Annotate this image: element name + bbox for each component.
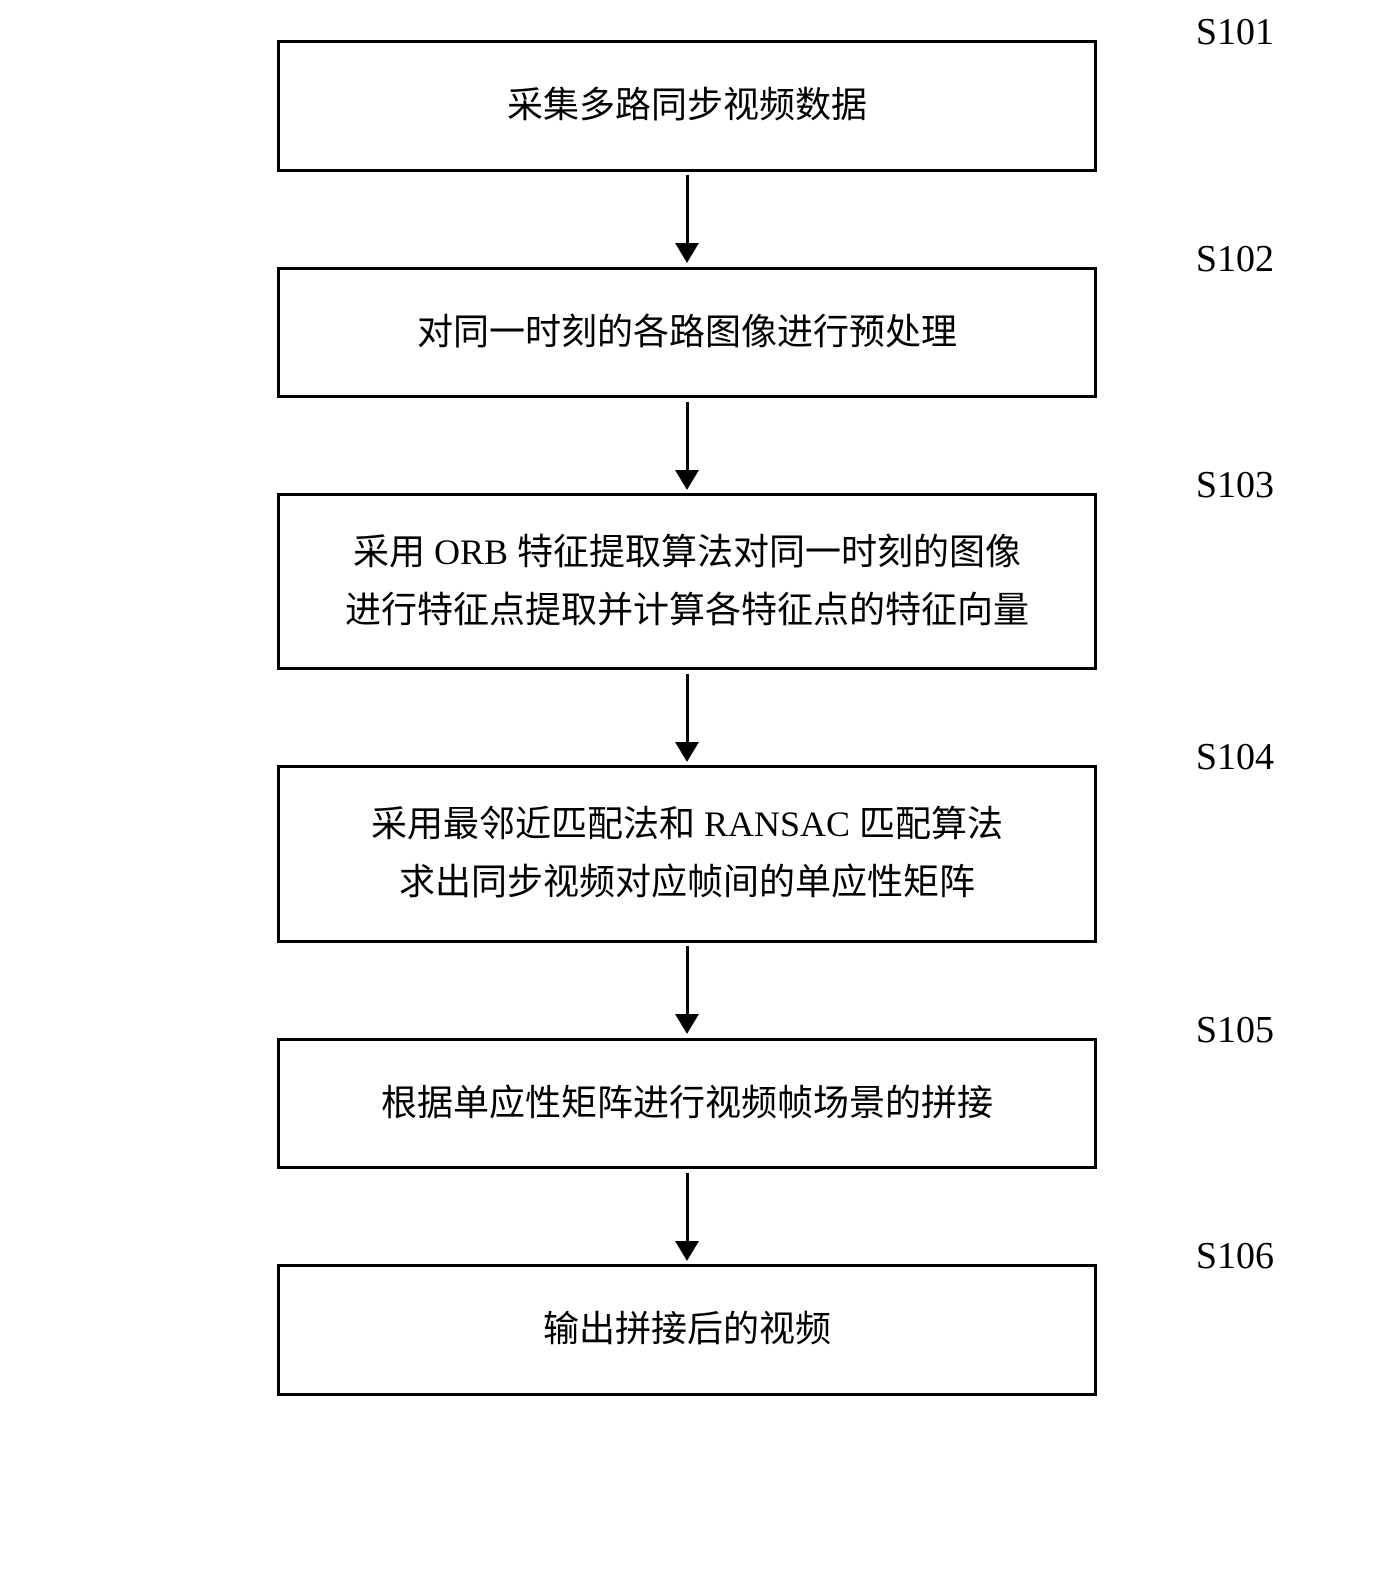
step-label-5: S105 [1196,1008,1274,1052]
step-box-6: 输出拼接后的视频 [277,1264,1097,1396]
step-text-1: 采集多路同步视频数据 [507,85,867,125]
step-container-5: 根据单应性矩阵进行视频帧场景的拼接 S105 [40,1038,1334,1170]
step-text-2: 对同一时刻的各路图像进行预处理 [417,312,957,352]
arrow-head [675,243,699,263]
step-container-3: 采用 ORB 特征提取算法对同一时刻的图像进行特征点提取并计算各特征点的特征向量… [40,493,1334,670]
step-label-1: S101 [1196,10,1274,54]
step-container-6: 输出拼接后的视频 S106 [40,1264,1334,1396]
step-text-3: 采用 ORB 特征提取算法对同一时刻的图像进行特征点提取并计算各特征点的特征向量 [310,524,1064,639]
arrow-head [675,470,699,490]
step-container-4: 采用最邻近匹配法和 RANSAC 匹配算法求出同步视频对应帧间的单应性矩阵 S1… [40,765,1334,942]
arrow-head [675,1014,699,1034]
arrow-2 [675,398,699,493]
arrow-1 [675,172,699,267]
step-text-6: 输出拼接后的视频 [543,1309,831,1349]
arrow-head [675,1241,699,1261]
step-container-2: 对同一时刻的各路图像进行预处理 S102 [40,267,1334,399]
step-text-5: 根据单应性矩阵进行视频帧场景的拼接 [381,1083,993,1123]
step-label-3: S103 [1196,463,1274,507]
arrow-line [686,674,689,744]
arrow-line [686,402,689,472]
arrow-5 [675,1169,699,1264]
step-box-3: 采用 ORB 特征提取算法对同一时刻的图像进行特征点提取并计算各特征点的特征向量 [277,493,1097,670]
step-container-1: 采集多路同步视频数据 S101 [40,40,1334,172]
step-box-5: 根据单应性矩阵进行视频帧场景的拼接 [277,1038,1097,1170]
arrow-line [686,175,689,245]
flowchart-container: 采集多路同步视频数据 S101 对同一时刻的各路图像进行预处理 S102 采用 … [40,40,1334,1396]
step-text-4: 采用最邻近匹配法和 RANSAC 匹配算法求出同步视频对应帧间的单应性矩阵 [310,796,1064,911]
arrow-head [675,742,699,762]
arrow-4 [675,943,699,1038]
step-box-1: 采集多路同步视频数据 [277,40,1097,172]
arrow-3 [675,670,699,765]
step-box-4: 采用最邻近匹配法和 RANSAC 匹配算法求出同步视频对应帧间的单应性矩阵 [277,765,1097,942]
step-box-2: 对同一时刻的各路图像进行预处理 [277,267,1097,399]
step-label-4: S104 [1196,735,1274,779]
step-label-6: S106 [1196,1234,1274,1278]
arrow-line [686,946,689,1016]
arrow-line [686,1173,689,1243]
step-label-2: S102 [1196,237,1274,281]
